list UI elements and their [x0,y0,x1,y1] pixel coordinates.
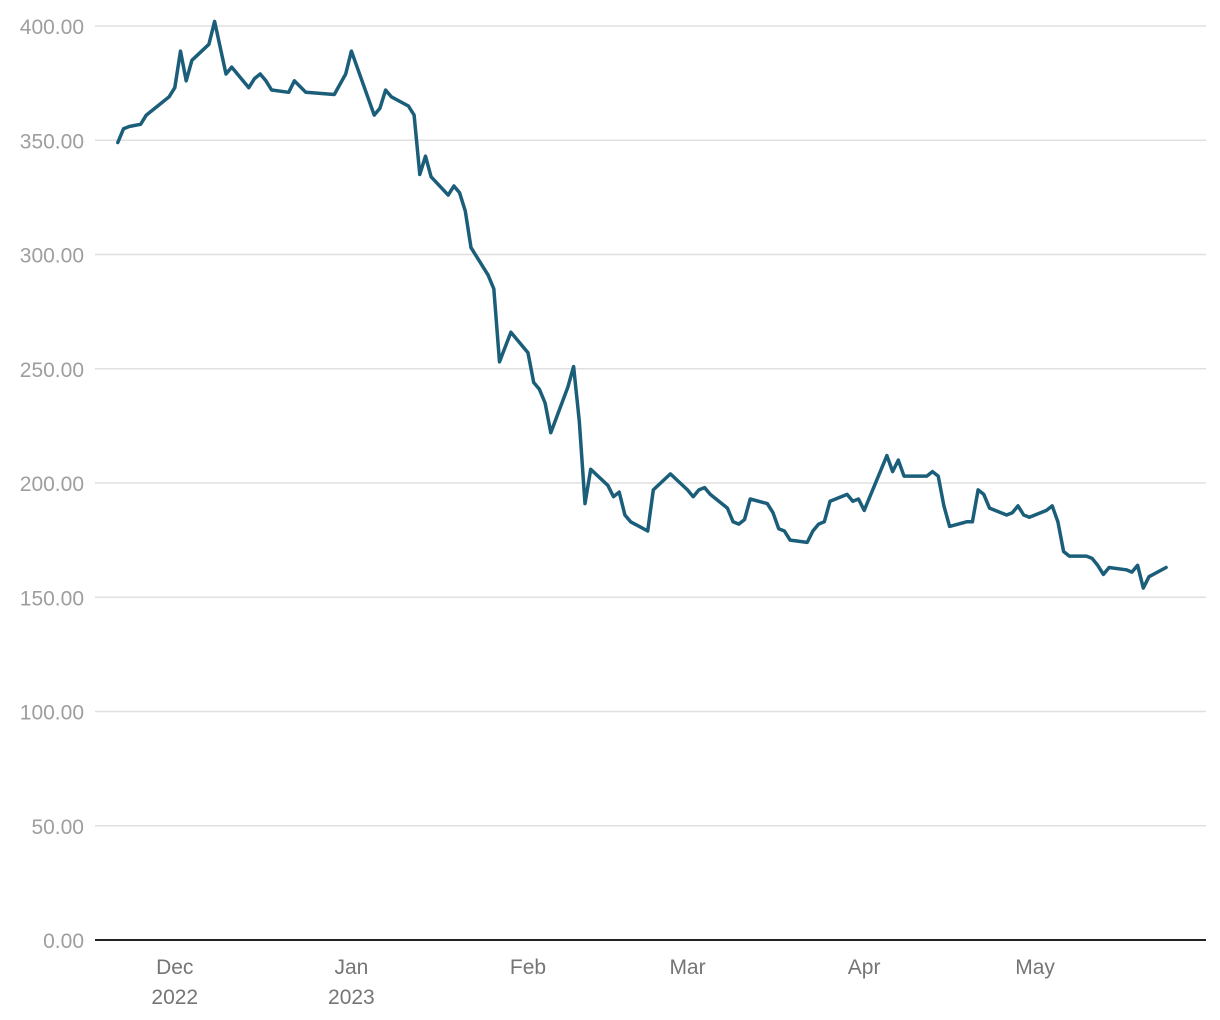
x-tick-label: Jan [334,956,368,979]
x-tick-label: Dec [156,956,193,979]
x-tick-label: Apr [848,956,881,979]
x-tick-label: May [1015,956,1055,979]
x-axis: Dec 2022 Jan 2023 Feb Mar Apr May [95,939,1206,1009]
x-tick-year-label: 2023 [328,986,375,1009]
y-tick-label: 400.00 [20,16,84,39]
gridlines [95,25,1206,827]
y-tick-label: 150.00 [20,587,84,610]
y-tick-label: 200.00 [20,473,84,496]
y-axis: 0.00 50.00 100.00 150.00 200.00 250.00 300.00 3… [20,16,84,953]
x-tick-year-label: 2022 [151,986,198,1009]
y-tick-label: 0.00 [43,930,84,953]
x-tick-label: Mar [669,956,705,979]
y-tick-label: 300.00 [20,245,84,268]
y-tick-label: 100.00 [20,702,84,725]
plot-area [116,19,1168,590]
y-tick-label: 350.00 [20,130,84,153]
y-tick-label: 250.00 [20,359,84,382]
x-tick-label: Feb [510,956,546,979]
y-tick-label: 50.00 [31,816,84,839]
series-line [116,19,1168,590]
